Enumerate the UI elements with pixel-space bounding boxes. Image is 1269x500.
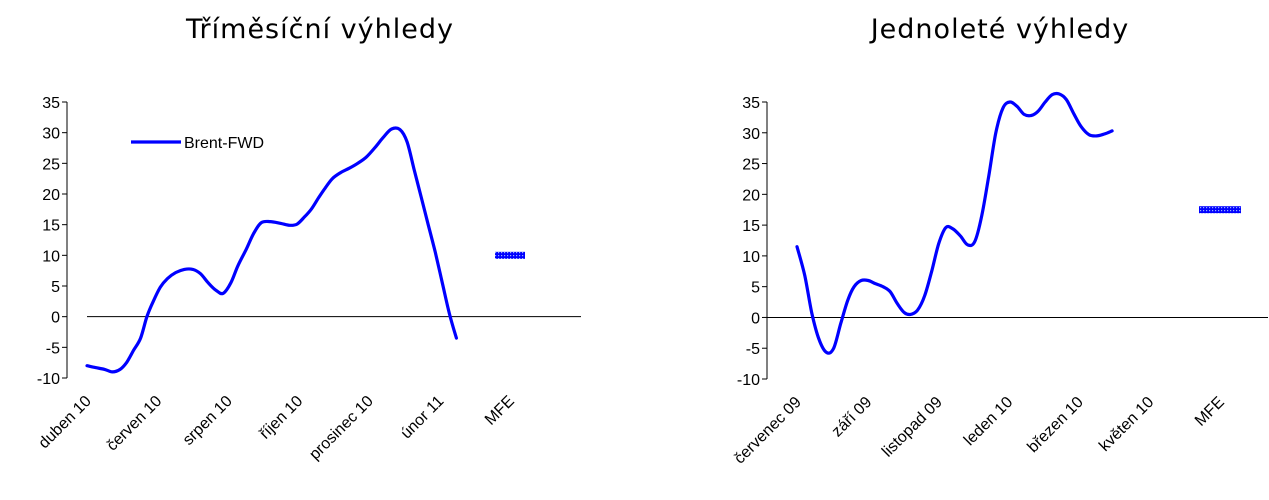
y-tick-label: 20 <box>42 187 60 204</box>
y-tick-label: 0 <box>51 310 60 327</box>
y-tick-label: 35 <box>42 95 60 112</box>
y-tick-label: -10 <box>737 372 760 389</box>
x-tick-label: leden 10 <box>961 394 1017 450</box>
y-tick-label: -10 <box>37 371 60 388</box>
y-tick-label: -5 <box>746 341 760 358</box>
y-tick-label: 15 <box>742 218 760 235</box>
x-tick-label: březen 10 <box>1024 394 1086 456</box>
y-tick-label: 25 <box>742 157 760 174</box>
series-line <box>795 91 1114 355</box>
series-line <box>85 126 458 374</box>
y-tick-label: 30 <box>742 126 760 143</box>
legend: Brent-FWD <box>131 135 264 152</box>
mfe-marker <box>495 251 525 259</box>
legend-label: Brent-FWD <box>184 135 264 152</box>
y-tick-label: 5 <box>51 279 60 296</box>
mfe-marker <box>1199 206 1241 214</box>
y-tick-label: -5 <box>46 340 60 357</box>
y-tick-label: 10 <box>42 248 60 265</box>
x-tick-label: červenec 09 <box>731 394 805 468</box>
x-tick-label: MFE <box>1192 394 1228 430</box>
chart-title-left: Tříměsíční výhledy <box>186 14 454 45</box>
y-tick-label: 10 <box>742 249 760 266</box>
x-tick-label: květen 10 <box>1096 394 1157 455</box>
y-tick-label: 15 <box>42 218 60 235</box>
x-tick-label: listopad 09 <box>879 394 946 461</box>
x-tick-label: září 09 <box>829 394 876 441</box>
y-tick-label: 5 <box>751 280 760 297</box>
y-tick-label: 35 <box>742 95 760 112</box>
chart-title-right: Jednoleté výhledy <box>870 14 1130 45</box>
y-tick-label: 0 <box>751 310 760 327</box>
y-tick-label: 30 <box>42 126 60 143</box>
y-tick-label: 20 <box>742 187 760 204</box>
y-tick-label: 25 <box>42 156 60 173</box>
